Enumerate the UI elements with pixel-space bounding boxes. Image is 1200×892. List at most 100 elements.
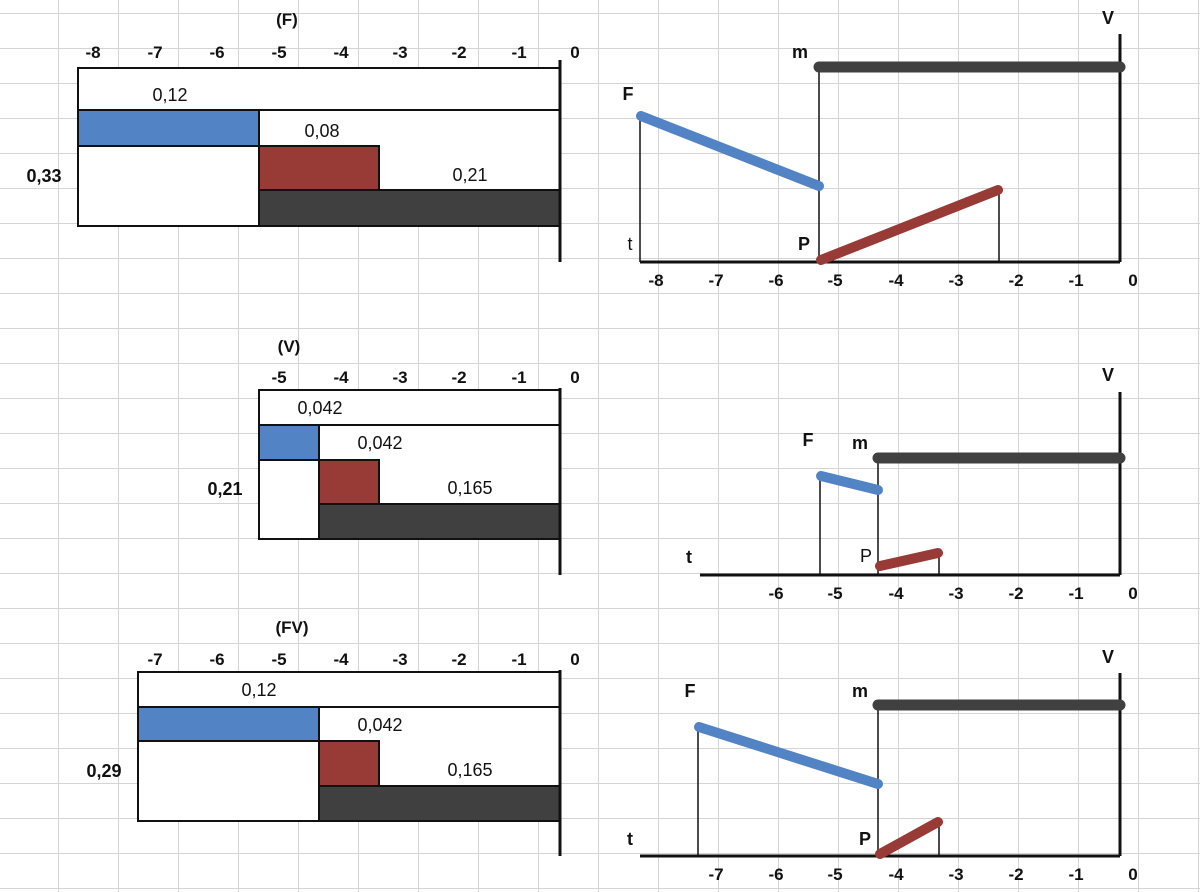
dark-bar: [318, 785, 561, 822]
p-label: P: [859, 829, 871, 849]
tick-label: -3: [392, 43, 407, 62]
tick-label: -1: [1068, 865, 1083, 884]
tick-label: -7: [708, 271, 723, 290]
t-label: t: [686, 547, 692, 567]
f-line: [816, 471, 883, 495]
tick-label: -4: [333, 368, 349, 387]
top-value-label: 0,042: [297, 398, 342, 418]
time-axis-ticks: -6 -5 -4 -3 -2 -1 0: [768, 584, 1137, 603]
bar-axis-ticks: -8 -7 -6 -5 -4 -3 -2 -1 0: [85, 43, 579, 62]
tick-label: -5: [827, 865, 842, 884]
tick-label: -5: [271, 43, 286, 62]
tick-label: -1: [511, 368, 526, 387]
tick-label: -2: [1008, 271, 1023, 290]
p-line: [816, 185, 1003, 265]
red-bar: [258, 145, 380, 191]
tick-label: 0: [1128, 271, 1137, 290]
red-bar: [318, 740, 380, 787]
tick-label: -8: [85, 43, 100, 62]
time-axis-ticks: -7 -6 -5 -4 -3 -2 -1 0: [708, 865, 1137, 884]
m-label: m: [852, 681, 868, 701]
tick-label: -2: [451, 43, 466, 62]
blue-bar: [77, 109, 260, 147]
tick-label: -3: [948, 584, 963, 603]
total-label: 0,21: [207, 479, 242, 499]
t-label: t: [627, 234, 632, 254]
tick-label: -5: [827, 584, 842, 603]
tick-label: -2: [1008, 584, 1023, 603]
low-value-label: 0,165: [447, 478, 492, 498]
tick-label: -6: [209, 43, 224, 62]
tick-label: -7: [147, 43, 162, 62]
tick-label: -1: [1068, 584, 1083, 603]
tick-label: -7: [147, 650, 162, 669]
tick-label: -4: [888, 271, 904, 290]
low-value-label: 0,165: [447, 760, 492, 780]
tick-label: -5: [271, 368, 286, 387]
p-label: P: [798, 234, 810, 254]
tick-label: -2: [451, 650, 466, 669]
v-label: V: [1102, 365, 1114, 385]
tick-label: 0: [1128, 584, 1137, 603]
tick-label: -1: [511, 650, 526, 669]
tick-label: 0: [1128, 865, 1137, 884]
f-line: [694, 722, 883, 789]
tick-label: -4: [333, 43, 349, 62]
low-value-label: 0,21: [452, 165, 487, 185]
red-bar: [318, 459, 380, 505]
top-bar: [137, 671, 561, 708]
tick-label: -3: [948, 271, 963, 290]
top-value-label: 0,12: [241, 680, 276, 700]
tick-label: -5: [271, 650, 286, 669]
tick-label: -6: [768, 584, 783, 603]
total-label: 0,33: [26, 166, 61, 186]
tick-label: -3: [392, 368, 407, 387]
tick-label: 0: [570, 43, 579, 62]
panel-f-time: V m F P t -8 -7 -6 -5 -4 -3 -2 -1 0: [623, 8, 1138, 290]
tick-label: -2: [1008, 865, 1023, 884]
panel-f-bar: (F) -8 -7 -6 -5 -4 -3 -2 -1 0 0,12 0,08 …: [26, 10, 580, 262]
panel-title: (F): [276, 10, 298, 29]
dark-bar: [258, 189, 561, 227]
panel-v-time: V m F P t -6 -5 -4 -3 -2 -1 0: [686, 365, 1138, 603]
p-label: P: [860, 546, 872, 566]
tick-label: -5: [827, 271, 842, 290]
top-bar: [77, 67, 561, 111]
tick-label: -6: [768, 865, 783, 884]
p-line: [875, 817, 943, 859]
f-label: F: [803, 430, 814, 450]
panel-fv-bar: (FV) -7 -6 -5 -4 -3 -2 -1 0 0,12 0,042 0…: [86, 618, 580, 856]
mid-value-label: 0,08: [304, 121, 339, 141]
tick-label: -4: [333, 650, 349, 669]
f-line: [636, 111, 824, 191]
panel-title: (V): [278, 337, 301, 356]
tick-label: -3: [392, 650, 407, 669]
panel-v-bar: (V) -5 -4 -3 -2 -1 0 0,042 0,042 0,165 0…: [207, 337, 580, 575]
tick-label: -1: [1068, 271, 1083, 290]
mid-value-label: 0,042: [357, 715, 402, 735]
time-axis-ticks: -8 -7 -6 -5 -4 -3 -2 -1 0: [648, 271, 1137, 290]
total-label: 0,29: [86, 761, 121, 781]
m-label: m: [792, 42, 808, 62]
panel-fv-time: V m F P t -7 -6 -5 -4 -3 -2 -1 0: [627, 647, 1138, 884]
m-label: m: [852, 433, 868, 453]
tick-label: -6: [768, 271, 783, 290]
f-label: F: [685, 681, 696, 701]
top-value-label: 0,12: [152, 85, 187, 105]
tick-label: -4: [888, 584, 904, 603]
bar-axis-ticks: -5 -4 -3 -2 -1 0: [271, 368, 579, 387]
tick-label: -2: [451, 368, 466, 387]
dark-bar: [318, 503, 561, 540]
tick-label: -6: [209, 650, 224, 669]
tick-label: -1: [511, 43, 526, 62]
v-label: V: [1102, 8, 1114, 28]
panel-title: (FV): [275, 618, 308, 637]
tick-label: -4: [888, 865, 904, 884]
blue-bar: [258, 424, 320, 461]
tick-label: -8: [648, 271, 663, 290]
t-label: t: [627, 829, 633, 849]
mid-value-label: 0,042: [357, 433, 402, 453]
blue-bar: [137, 706, 320, 742]
v-label: V: [1102, 647, 1114, 667]
